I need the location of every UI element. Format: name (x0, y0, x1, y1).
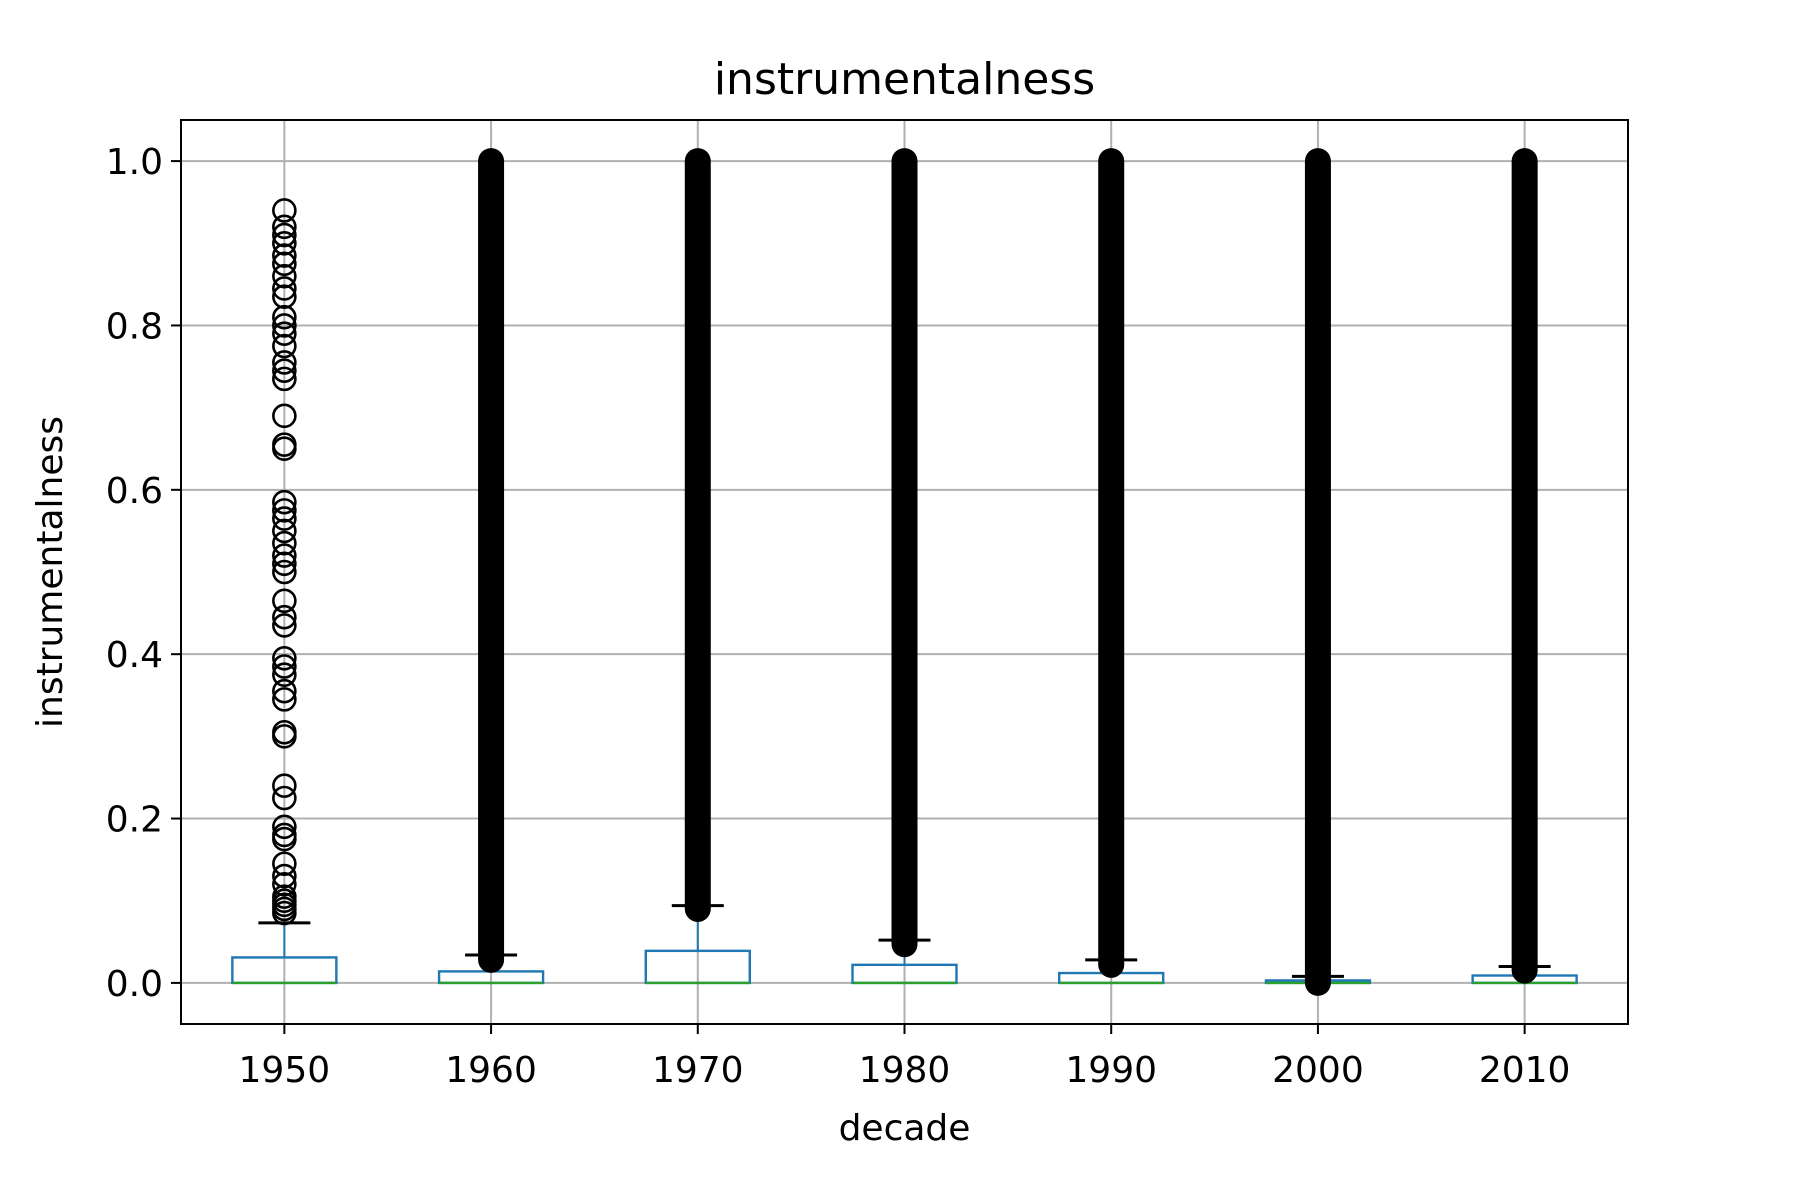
y-tick-label: 0.8 (106, 306, 163, 347)
outlier-point (272, 551, 297, 577)
outlier-point (272, 719, 297, 745)
outlier-point (272, 222, 297, 248)
outlier-point (272, 613, 297, 638)
ticks: 0.0 0.2 0.4 0.6 0.8 1.0 1950 1960 1970 1980 1990 20… (106, 142, 1571, 1091)
outlier-point (272, 304, 297, 330)
x-tick-label: 1960 (445, 1050, 537, 1091)
outlier-point (272, 313, 297, 338)
outlier-point (272, 543, 297, 568)
outlier-point (272, 230, 297, 256)
outlier-point (272, 214, 297, 240)
outlier-point (272, 884, 297, 909)
outlier-point (272, 350, 297, 375)
outlier-point (272, 863, 297, 889)
y-axis-label: instrumentalness (30, 416, 71, 728)
outlier-point (272, 489, 297, 515)
x-tick-label: 2010 (1479, 1050, 1571, 1091)
chart-title: instrumentalness (714, 54, 1095, 105)
outliers-1950 (272, 198, 297, 926)
outlier-point (272, 321, 297, 346)
outlier-point (272, 785, 297, 811)
outlier-point (272, 498, 297, 523)
outliers (272, 148, 1538, 996)
outlier-point (272, 403, 297, 429)
outlier-point (272, 814, 297, 840)
outlier-point (272, 687, 297, 712)
y-tick-label: 0.6 (106, 471, 163, 512)
outlier-point (272, 366, 297, 392)
x-tick-label: 1980 (859, 1050, 951, 1091)
outlier-point (272, 851, 297, 877)
outlier-point (272, 333, 297, 359)
outlier-point (272, 559, 297, 585)
y-tick-label: 0.4 (106, 635, 163, 676)
outlier-point (272, 358, 297, 383)
y-tick-label: 0.2 (106, 800, 163, 841)
outlier-point (272, 662, 297, 688)
outlier-point (272, 243, 297, 268)
outlier-point (272, 678, 297, 704)
outlier-point (272, 284, 297, 309)
outlier-point (272, 871, 297, 897)
outlier-point (272, 822, 297, 848)
outlier-point (272, 432, 297, 457)
outlier-point (272, 251, 297, 277)
x-tick-label: 1990 (1065, 1050, 1157, 1091)
x-tick-label: 1970 (652, 1050, 744, 1091)
x-tick-label: 2000 (1272, 1050, 1364, 1091)
outlier-point (272, 198, 297, 223)
outlier-point (272, 518, 297, 544)
outlier-point (272, 654, 297, 679)
y-tick-label: 1.0 (106, 142, 163, 183)
outlier-point (272, 530, 297, 556)
outlier-point (272, 588, 297, 614)
outlier-point (272, 263, 297, 289)
outlier-point (272, 773, 297, 798)
x-tick-label: 1950 (239, 1050, 331, 1091)
outlier-point (272, 276, 297, 301)
box-1950 (231, 921, 338, 985)
outlier-point (272, 506, 297, 531)
outlier-point (272, 604, 297, 630)
y-tick-label: 0.0 (106, 964, 163, 1005)
outlier-point (272, 645, 297, 671)
x-axis-label: decade (839, 1108, 971, 1149)
